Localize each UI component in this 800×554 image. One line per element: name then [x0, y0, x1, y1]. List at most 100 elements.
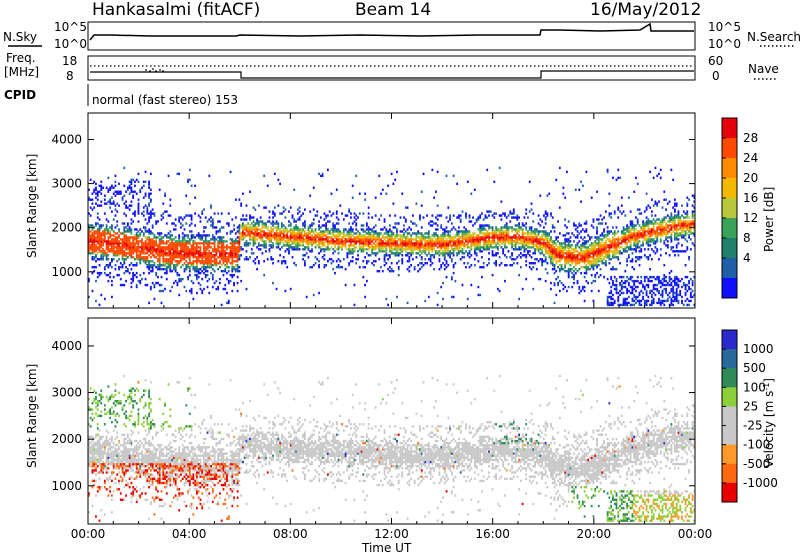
- power-cell: [603, 275, 605, 279]
- power-cell: [176, 271, 179, 275]
- power-cell: [358, 192, 361, 195]
- power-cell: [518, 273, 521, 277]
- power-cell: [509, 220, 512, 223]
- power-cell: [387, 258, 390, 261]
- power-cell: [213, 242, 216, 245]
- power-cell: [519, 256, 522, 259]
- power-cell: [590, 262, 593, 265]
- power-cell: [465, 216, 467, 219]
- power-cell: [592, 265, 595, 269]
- power-cell: [645, 242, 648, 245]
- power-cell: [95, 248, 97, 251]
- power-cell: [332, 224, 335, 227]
- power-cell: [125, 258, 127, 261]
- power-cell: [328, 248, 331, 251]
- power-cell: [383, 242, 386, 245]
- power-cell: [88, 238, 90, 241]
- power-cell: [403, 242, 405, 245]
- power-cell: [160, 283, 163, 287]
- power-cell: [422, 172, 425, 176]
- power-cell: [645, 289, 648, 293]
- power-cell: [169, 254, 172, 257]
- power-cell: [571, 244, 574, 247]
- power-cell: [597, 238, 600, 241]
- power-cell: [233, 256, 235, 259]
- power-cell: [585, 258, 588, 261]
- power-cell: [112, 254, 115, 257]
- power-cell: [436, 204, 439, 207]
- power-cell: [606, 252, 609, 255]
- power-cell: [111, 248, 113, 251]
- power-cell: [103, 267, 106, 271]
- power-cell: [164, 194, 166, 197]
- power-cell: [594, 246, 597, 249]
- power-cell: [399, 234, 402, 237]
- power-cell: [419, 267, 421, 271]
- power-cell: [112, 246, 115, 249]
- power-cell: [613, 246, 616, 249]
- power-cell: [643, 228, 646, 231]
- power-cell: [617, 256, 620, 259]
- power-cell: [102, 252, 104, 255]
- power-cell: [194, 265, 197, 269]
- power-cell: [530, 236, 533, 239]
- power-cell: [195, 275, 198, 279]
- power-cell: [123, 166, 126, 170]
- power-cell: [169, 260, 172, 263]
- power-cell: [289, 240, 292, 243]
- power-cell: [174, 242, 177, 245]
- power-cell: [459, 230, 462, 233]
- power-cell: [369, 236, 372, 239]
- power-cell: [208, 262, 211, 265]
- power-cell: [89, 252, 92, 255]
- power-cell: [624, 301, 627, 305]
- power-cell: [112, 252, 115, 255]
- power-cell: [401, 254, 404, 257]
- power-cell: [643, 248, 646, 251]
- power-cell: [567, 220, 570, 223]
- power-cell: [401, 236, 404, 239]
- power-cell: [636, 236, 639, 239]
- power-cell: [454, 242, 457, 245]
- power-cell: [141, 230, 143, 233]
- power-cell: [613, 238, 616, 241]
- power-cell: [162, 212, 165, 215]
- power-cell: [353, 240, 356, 243]
- power-cell: [603, 256, 605, 259]
- power-cell: [580, 200, 582, 203]
- power-cell: [348, 262, 351, 265]
- power-cell: [629, 220, 632, 223]
- power-cell: [95, 192, 97, 195]
- power-cell: [111, 238, 113, 241]
- power-cell: [567, 238, 570, 241]
- power-cell: [427, 222, 430, 225]
- power-cell: [491, 230, 494, 233]
- power-cell: [617, 303, 620, 307]
- power-cell: [493, 216, 496, 219]
- power-cell: [624, 269, 627, 273]
- power-cell: [233, 254, 235, 257]
- power-cell: [573, 248, 575, 251]
- power-cell: [295, 228, 297, 231]
- power-cell: [525, 212, 528, 215]
- power-cell: [188, 258, 191, 261]
- power-cell: [157, 250, 159, 253]
- power-cell: [404, 240, 407, 243]
- power-cell: [91, 192, 94, 195]
- power-cell: [204, 246, 207, 249]
- power-cell: [420, 226, 423, 229]
- power-cell: [427, 234, 430, 237]
- power-cell: [473, 248, 476, 251]
- power-cell: [114, 240, 117, 243]
- power-cell: [511, 226, 513, 229]
- power-cell: [555, 293, 558, 297]
- power-cell: [385, 240, 388, 243]
- power-cell: [220, 240, 223, 243]
- power-cell: [364, 242, 366, 245]
- power-cell: [137, 234, 140, 237]
- power-cell: [111, 265, 113, 269]
- power-cell: [132, 220, 135, 223]
- power-cell: [555, 262, 558, 265]
- power-cell: [337, 234, 340, 237]
- power-cell: [146, 248, 149, 251]
